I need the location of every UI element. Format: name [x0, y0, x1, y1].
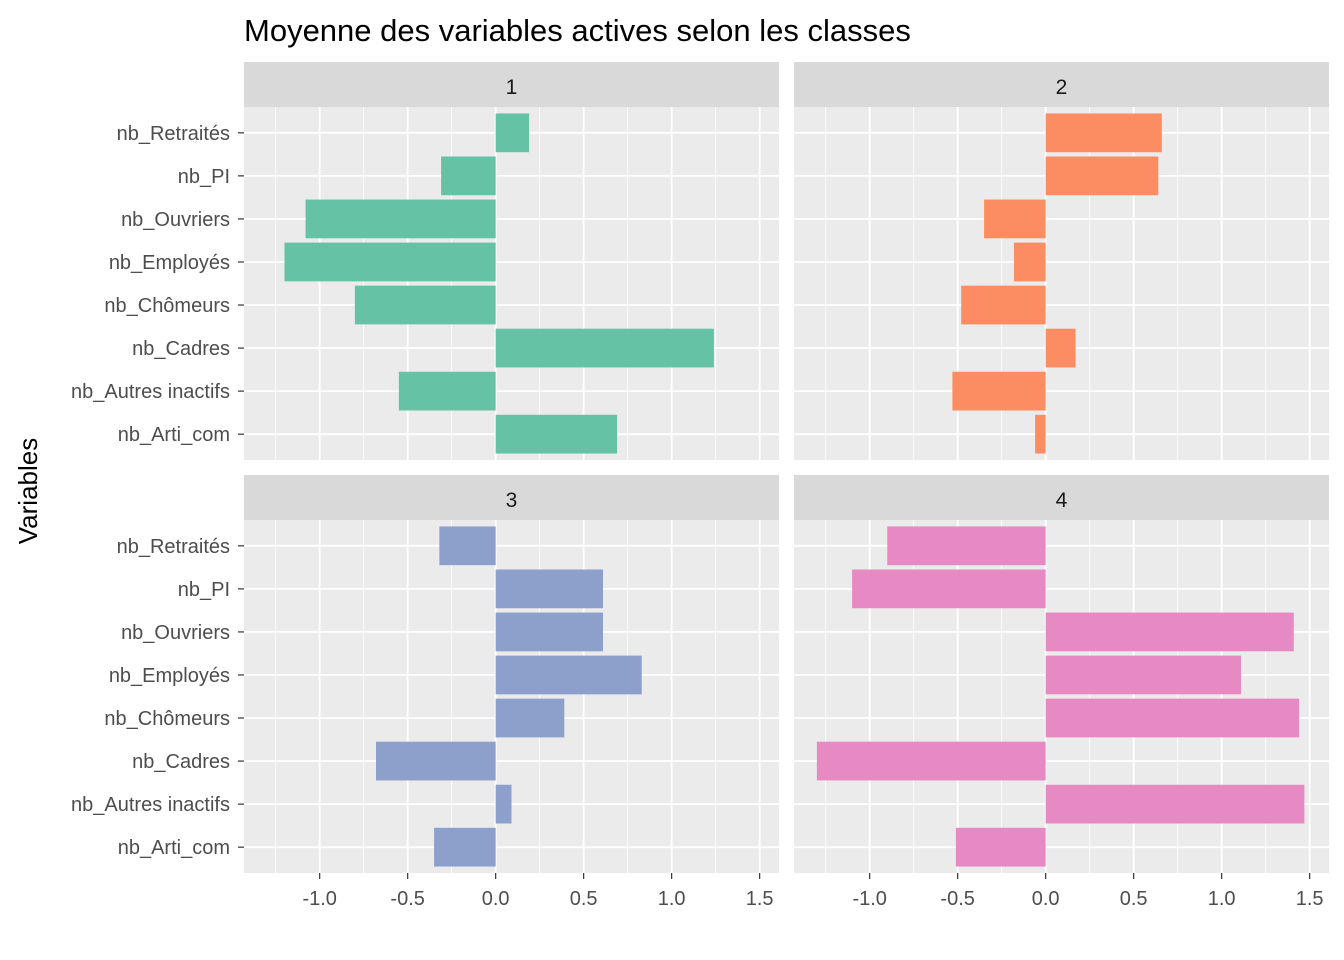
y-tick-label: nb_Employés	[109, 252, 230, 274]
y-tick-label: nb_Arti_com	[118, 837, 230, 859]
y-tick-label: nb_Arti_com	[118, 424, 230, 446]
bar-nb_Arti_com	[1035, 414, 1046, 454]
bar-nb_Retraités	[887, 526, 1046, 566]
x-tick-label: -1.0	[852, 888, 886, 910]
bar-nb_Arti_com	[495, 414, 618, 454]
y-tick-label: nb_Chômeurs	[104, 295, 230, 317]
bar-nb_PI	[1045, 156, 1159, 196]
bar-nb_Employés	[284, 242, 496, 282]
bar-nb_Ouvriers	[495, 612, 604, 652]
y-tick-label: nb_PI	[178, 579, 230, 601]
facet-strip	[244, 475, 779, 520]
bar-nb_Employés	[1045, 655, 1242, 695]
x-tick-label: 0.0	[1032, 888, 1060, 910]
bar-nb_Arti_com	[955, 827, 1046, 867]
x-tick-label: 1.0	[658, 888, 686, 910]
bar-nb_Retraités	[439, 526, 496, 566]
x-tick-label: 1.5	[746, 888, 774, 910]
y-tick-label: nb_Chômeurs	[104, 708, 230, 730]
x-tick-label: -0.5	[390, 888, 424, 910]
bar-nb_Chômeurs	[961, 285, 1046, 325]
bar-nb_PI	[441, 156, 496, 196]
facet-strip	[244, 62, 779, 107]
y-tick-label: nb_Ouvriers	[121, 622, 230, 644]
bar-nb_Chômeurs	[495, 698, 565, 738]
y-axis-label: Variables	[13, 438, 43, 544]
facet-strip-label: 4	[1056, 489, 1068, 512]
y-tick-label: nb_Autres inactifs	[71, 794, 230, 816]
facet-strip-label: 1	[506, 76, 518, 99]
x-tick-label: 0.0	[482, 888, 510, 910]
bar-nb_Cadres	[375, 741, 496, 781]
y-tick-label: nb_Cadres	[132, 338, 230, 360]
x-tick-label: 0.5	[1120, 888, 1148, 910]
bar-nb_Arti_com	[434, 827, 496, 867]
bar-nb_Autres inactifs	[1045, 784, 1305, 824]
bar-nb_Autres inactifs	[398, 371, 496, 411]
x-tick-label: 0.5	[570, 888, 598, 910]
x-tick-label: -1.0	[302, 888, 336, 910]
y-tick-label: nb_PI	[178, 166, 230, 188]
facet-strip	[794, 62, 1329, 107]
bar-nb_Ouvriers	[305, 199, 496, 239]
facet-strip	[794, 475, 1329, 520]
x-tick-label: 1.0	[1208, 888, 1236, 910]
bar-nb_Ouvriers	[1045, 612, 1294, 652]
bar-nb_Cadres	[495, 328, 714, 368]
bar-nb_Cadres	[816, 741, 1046, 781]
y-tick-label: nb_Cadres	[132, 751, 230, 773]
bar-nb_PI	[495, 569, 604, 609]
bar-nb_Employés	[495, 655, 642, 695]
bar-nb_Ouvriers	[984, 199, 1046, 239]
bar-nb_Chômeurs	[1045, 698, 1300, 738]
bar-nb_Retraités	[1045, 113, 1162, 153]
bar-nb_Employés	[1013, 242, 1046, 282]
bar-nb_Chômeurs	[354, 285, 496, 325]
y-tick-label: nb_Autres inactifs	[71, 381, 230, 403]
y-tick-label: nb_Retraités	[117, 536, 230, 558]
plot-panel	[244, 107, 779, 460]
bar-nb_PI	[852, 569, 1046, 609]
bar-nb_Autres inactifs	[952, 371, 1046, 411]
chart-title: Moyenne des variables actives selon les …	[244, 13, 911, 48]
facet-strip-label: 2	[1056, 76, 1068, 99]
x-tick-label: -0.5	[940, 888, 974, 910]
bar-nb_Retraités	[495, 113, 530, 153]
x-tick-label: 1.5	[1296, 888, 1324, 910]
facet-strip-label: 3	[506, 489, 518, 512]
y-tick-label: nb_Retraités	[117, 123, 230, 145]
y-tick-label: nb_Employés	[109, 665, 230, 687]
bar-nb_Cadres	[1045, 328, 1076, 368]
y-tick-label: nb_Ouvriers	[121, 209, 230, 231]
bar-nb_Autres inactifs	[495, 784, 512, 824]
